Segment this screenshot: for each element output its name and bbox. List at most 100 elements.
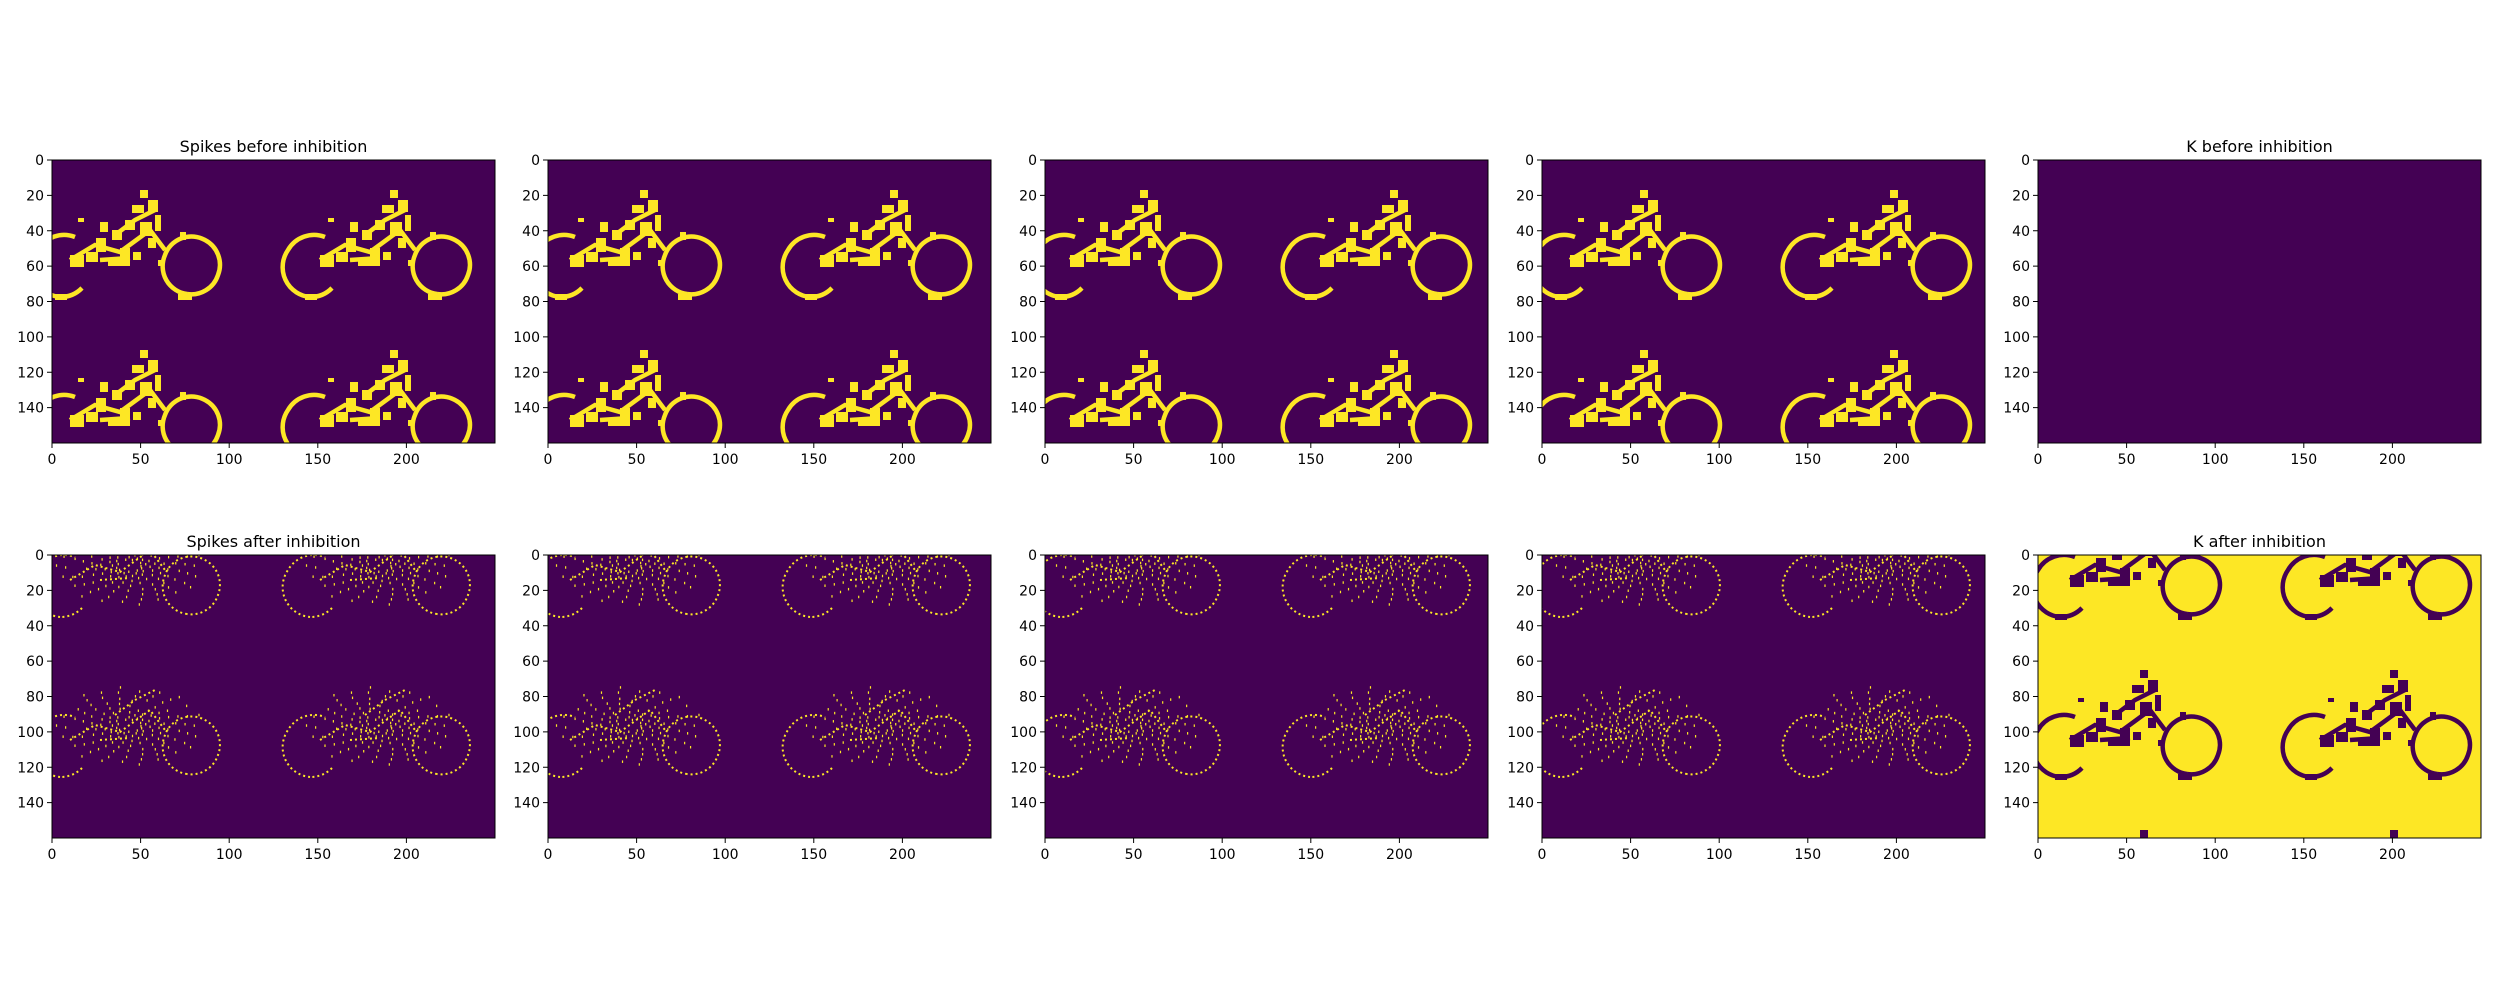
y-tick-label: 60 xyxy=(1019,259,1037,275)
y-tick-label: 60 xyxy=(26,259,44,275)
x-tick-label: 200 xyxy=(2379,847,2406,863)
heatmap-image xyxy=(52,555,495,838)
y-tick-label: 20 xyxy=(2012,583,2030,599)
y-tick-label: 120 xyxy=(513,760,540,776)
x-tick-label: 100 xyxy=(216,452,243,468)
y-tick-label: 20 xyxy=(26,188,44,204)
x-tick-label: 50 xyxy=(1125,847,1143,863)
x-tick-label: 100 xyxy=(1706,452,1733,468)
y-tick-label: 100 xyxy=(2003,725,2030,741)
y-tick-label: 140 xyxy=(513,401,540,417)
y-tick-label: 80 xyxy=(522,690,540,706)
y-tick-label: 40 xyxy=(1516,619,1534,635)
y-tick-label: 80 xyxy=(522,295,540,311)
y-tick-label: 140 xyxy=(17,796,44,812)
heatmap-image xyxy=(548,160,991,443)
panel-title: K before inhibition xyxy=(2186,137,2333,156)
heatmap-image xyxy=(52,160,495,443)
x-tick-label: 50 xyxy=(2118,847,2136,863)
y-tick-label: 40 xyxy=(1019,619,1037,635)
heatmap-image xyxy=(1045,160,1488,443)
heatmap-panel: 0 50 100 150 200 0 20 40 60 80 100 120 140 xyxy=(1010,548,1489,863)
y-tick-label: 0 xyxy=(2021,153,2030,169)
x-tick-label: 50 xyxy=(1125,452,1143,468)
y-tick-label: 140 xyxy=(1507,401,1534,417)
heatmap-image xyxy=(1542,160,1985,443)
y-tick-label: 60 xyxy=(1516,654,1534,670)
x-tick-label: 50 xyxy=(1622,452,1640,468)
y-tick-label: 100 xyxy=(513,330,540,346)
panel-title: Spikes before inhibition xyxy=(180,137,368,156)
y-tick-label: 100 xyxy=(17,330,44,346)
y-tick-label: 40 xyxy=(2012,619,2030,635)
y-tick-label: 100 xyxy=(2003,330,2030,346)
y-tick-label: 40 xyxy=(2012,224,2030,240)
x-tick-label: 200 xyxy=(393,847,420,863)
y-tick-label: 0 xyxy=(2021,548,2030,564)
x-tick-label: 200 xyxy=(1386,847,1413,863)
x-tick-label: 0 xyxy=(544,847,553,863)
x-tick-label: 50 xyxy=(1622,847,1640,863)
y-tick-label: 0 xyxy=(35,153,44,169)
y-tick-label: 0 xyxy=(531,153,540,169)
x-tick-label: 100 xyxy=(2202,452,2229,468)
y-tick-label: 120 xyxy=(1010,760,1037,776)
heatmap-panel: 0 50 100 150 200 0 20 40 60 80 100 120 140 xyxy=(513,548,992,863)
y-tick-label: 60 xyxy=(1516,259,1534,275)
x-tick-label: 200 xyxy=(1883,847,1910,863)
y-tick-label: 0 xyxy=(1028,548,1037,564)
heatmap-panel: 0 50 100 150 200 0 20 40 60 80 100 120 140 xyxy=(1507,153,1986,468)
x-tick-label: 200 xyxy=(2379,452,2406,468)
y-tick-label: 60 xyxy=(2012,259,2030,275)
x-tick-label: 50 xyxy=(628,847,646,863)
x-tick-label: 0 xyxy=(2034,847,2043,863)
y-tick-label: 80 xyxy=(1516,295,1534,311)
x-tick-label: 150 xyxy=(1297,847,1324,863)
y-tick-label: 100 xyxy=(1010,725,1037,741)
y-tick-label: 80 xyxy=(1019,690,1037,706)
y-tick-label: 80 xyxy=(1019,295,1037,311)
y-tick-label: 100 xyxy=(513,725,540,741)
x-tick-label: 200 xyxy=(1386,452,1413,468)
x-tick-label: 200 xyxy=(889,847,916,863)
x-tick-label: 50 xyxy=(2118,452,2136,468)
y-tick-label: 20 xyxy=(2012,188,2030,204)
x-tick-label: 50 xyxy=(628,452,646,468)
x-tick-label: 150 xyxy=(1794,452,1821,468)
x-tick-label: 200 xyxy=(1883,452,1910,468)
x-tick-label: 100 xyxy=(2202,847,2229,863)
y-tick-label: 0 xyxy=(1525,153,1534,169)
heatmap-image xyxy=(548,555,991,838)
x-tick-label: 200 xyxy=(889,452,916,468)
y-tick-label: 120 xyxy=(2003,365,2030,381)
x-tick-label: 100 xyxy=(216,847,243,863)
x-tick-label: 0 xyxy=(2034,452,2043,468)
x-tick-label: 150 xyxy=(304,847,331,863)
y-tick-label: 80 xyxy=(1516,690,1534,706)
heatmap-image xyxy=(1045,555,1488,838)
y-tick-label: 20 xyxy=(1516,188,1534,204)
x-tick-label: 0 xyxy=(48,847,57,863)
heatmap-panel: 0 50 100 150 200 0 20 40 60 80 100 120 140 xyxy=(513,153,992,468)
y-tick-label: 120 xyxy=(513,365,540,381)
y-tick-label: 140 xyxy=(513,796,540,812)
y-tick-label: 140 xyxy=(1507,796,1534,812)
y-tick-label: 120 xyxy=(1507,760,1534,776)
y-tick-label: 20 xyxy=(1516,583,1534,599)
y-tick-label: 40 xyxy=(1019,224,1037,240)
x-tick-label: 50 xyxy=(132,452,150,468)
y-tick-label: 0 xyxy=(1525,548,1534,564)
x-tick-label: 150 xyxy=(800,847,827,863)
y-tick-label: 40 xyxy=(26,619,44,635)
heatmap-panel: K before inhibition 0 50 100 150 200 0 20 40 60 80… xyxy=(2003,137,2482,468)
y-tick-label: 80 xyxy=(2012,690,2030,706)
x-tick-label: 200 xyxy=(393,452,420,468)
x-tick-label: 100 xyxy=(1706,847,1733,863)
y-tick-label: 120 xyxy=(1010,365,1037,381)
y-tick-label: 80 xyxy=(26,295,44,311)
x-tick-label: 150 xyxy=(2290,847,2317,863)
y-tick-label: 140 xyxy=(1010,796,1037,812)
panel-title: Spikes after inhibition xyxy=(186,532,360,551)
y-tick-label: 120 xyxy=(1507,365,1534,381)
heatmap-panel: 0 50 100 150 200 0 20 40 60 80 100 120 140 xyxy=(1010,153,1489,468)
